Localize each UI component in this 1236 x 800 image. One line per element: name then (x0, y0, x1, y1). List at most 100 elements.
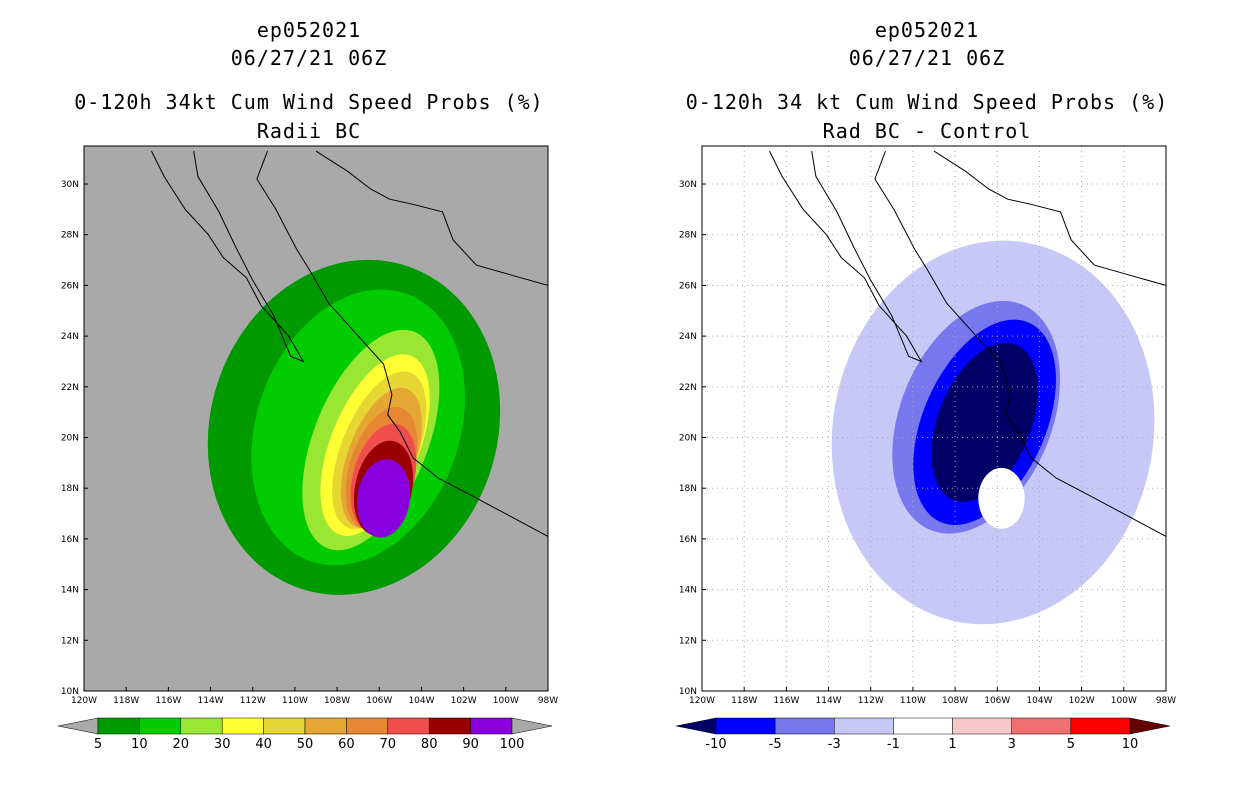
colorbar-high-arrow (511, 717, 553, 735)
x-tick-label: 114W (816, 696, 842, 706)
colorbar-segment (304, 717, 347, 735)
y-tick-label: 14N (61, 586, 79, 596)
y-tick-label: 30N (61, 180, 79, 190)
plot-frame (83, 145, 549, 692)
colorbar-segment (774, 717, 835, 735)
colorbar-label: 70 (380, 737, 397, 752)
colorbar-label: -5 (769, 737, 782, 752)
colorbar-label: 10 (1122, 737, 1139, 752)
x-tick-label: 104W (1026, 696, 1052, 706)
colorbar-label: 100 (500, 737, 525, 752)
y-tick-label: 30N (679, 180, 697, 190)
storm-id: ep052021 (256, 18, 362, 42)
y-tick-label: 22N (61, 383, 79, 393)
colorbar-segment (221, 717, 264, 735)
y-tick-label: 24N (679, 332, 697, 342)
x-tick-label: 102W (451, 696, 477, 706)
colorbar-segment (346, 717, 389, 735)
x-tick-label: 116W (155, 696, 181, 706)
y-tick-label: 16N (61, 535, 79, 545)
x-tick-label: 100W (493, 696, 519, 706)
y-tick-label: 10N (61, 687, 79, 697)
colorbar-label: 90 (462, 737, 479, 752)
x-tick-label: 120W (71, 696, 97, 706)
panel-rad-bc-control: ep052021 06/27/21 06Z 0-120h 34 kt Cum W… (618, 0, 1236, 800)
storm-id: ep052021 (874, 18, 980, 42)
contour-level-90 (356, 459, 411, 538)
colorbar-high-arrow (1129, 717, 1171, 735)
x-tick-label: 114W (198, 696, 224, 706)
y-tick-label: 26N (679, 281, 697, 291)
colorbar-segment (715, 717, 776, 735)
colorbar-segment (139, 717, 182, 735)
x-tick-label: 118W (113, 696, 139, 706)
colorbar-label: 20 (173, 737, 190, 752)
colorbar-low-arrow (57, 717, 99, 735)
map-svg: 120W 118W 116W 114W 112W 110W 108W 106W 104W 102W… (57, 145, 558, 752)
colorbar-segment (893, 717, 953, 735)
y-tick-label: 16N (679, 535, 697, 545)
y-tick-label: 20N (679, 434, 697, 444)
colorbar-segment (180, 717, 223, 735)
colorbar-segment (263, 717, 306, 735)
colorbar-label: 80 (421, 737, 438, 752)
x-tick-label: 98W (1156, 696, 1176, 706)
contour-layer (151, 150, 548, 595)
contour-level-minus10 (931, 342, 1038, 502)
x-tick-label: 118W (731, 696, 757, 706)
colorbar-segment (97, 717, 140, 735)
chart-title: 0-120h 34kt Cum Wind Speed Probs (%) (74, 90, 544, 114)
x-tick-label: 108W (942, 696, 968, 706)
y-tick-label: 18N (61, 484, 79, 494)
forecast-datetime: 06/27/21 06Z (230, 46, 388, 70)
x-tick-label: 112W (858, 696, 884, 706)
x-tick-label: 112W (240, 696, 266, 706)
x-tick-label: 106W (366, 696, 392, 706)
x-tick-label: 104W (408, 696, 434, 706)
colorbar-label: 3 (1008, 737, 1016, 752)
panel-radii-bc: ep052021 06/27/21 06Z 0-120h 34kt Cum Wi… (57, 18, 558, 752)
contour-layer (702, 146, 1166, 691)
x-tick-label: 98W (538, 696, 558, 706)
y-tick-label: 12N (679, 636, 697, 646)
x-tick-label: 110W (900, 696, 926, 706)
colorbar-segment (952, 717, 1012, 735)
chart-title: 0-120h 34 kt Cum Wind Speed Probs (%) (685, 90, 1169, 114)
forecast-datetime: 06/27/21 06Z (848, 46, 1006, 70)
coastline (874, 150, 1166, 537)
chart-subtitle: Rad BC - Control (822, 119, 1032, 143)
colorbar-segment (834, 717, 894, 735)
y-tick-label: 12N (61, 636, 79, 646)
y-tick-label: 20N (61, 434, 79, 444)
contour-level-0 (978, 467, 1025, 529)
x-tick-label: 108W (324, 696, 350, 706)
colorbar-label: 40 (255, 737, 272, 752)
y-tick-label: 28N (61, 231, 79, 241)
y-tick-label: 26N (61, 281, 79, 291)
plot-frame (701, 145, 1167, 692)
map-svg: 120W 118W 116W 114W 112W 110W 108W 106W 104W 102W… (675, 145, 1176, 752)
y-tick-label: 24N (61, 332, 79, 342)
x-tick-label: 100W (1111, 696, 1137, 706)
colorbar-label: -3 (828, 737, 841, 752)
colorbar-low-arrow (675, 717, 717, 735)
chart-subtitle: Radii BC (256, 119, 362, 143)
x-tick-label: 120W (689, 696, 715, 706)
colorbar-label: 5 (1067, 737, 1075, 752)
colorbar-segment (428, 717, 471, 735)
x-tick-label: 116W (773, 696, 799, 706)
coastline (933, 150, 1166, 286)
colorbar-label: 30 (214, 737, 231, 752)
x-tick-label: 110W (282, 696, 308, 706)
coastline (151, 150, 305, 363)
colorbar-label: -10 (705, 737, 726, 752)
coastline (769, 150, 923, 363)
colorbar-label: 5 (94, 737, 102, 752)
colorbar-segment (1011, 717, 1072, 735)
y-tick-label: 22N (679, 383, 697, 393)
y-tick-label: 14N (679, 586, 697, 596)
colorbar-segment (1070, 717, 1131, 735)
colorbar-label: 1 (948, 737, 956, 752)
colorbar-segment (470, 717, 513, 735)
y-tick-label: 18N (679, 484, 697, 494)
